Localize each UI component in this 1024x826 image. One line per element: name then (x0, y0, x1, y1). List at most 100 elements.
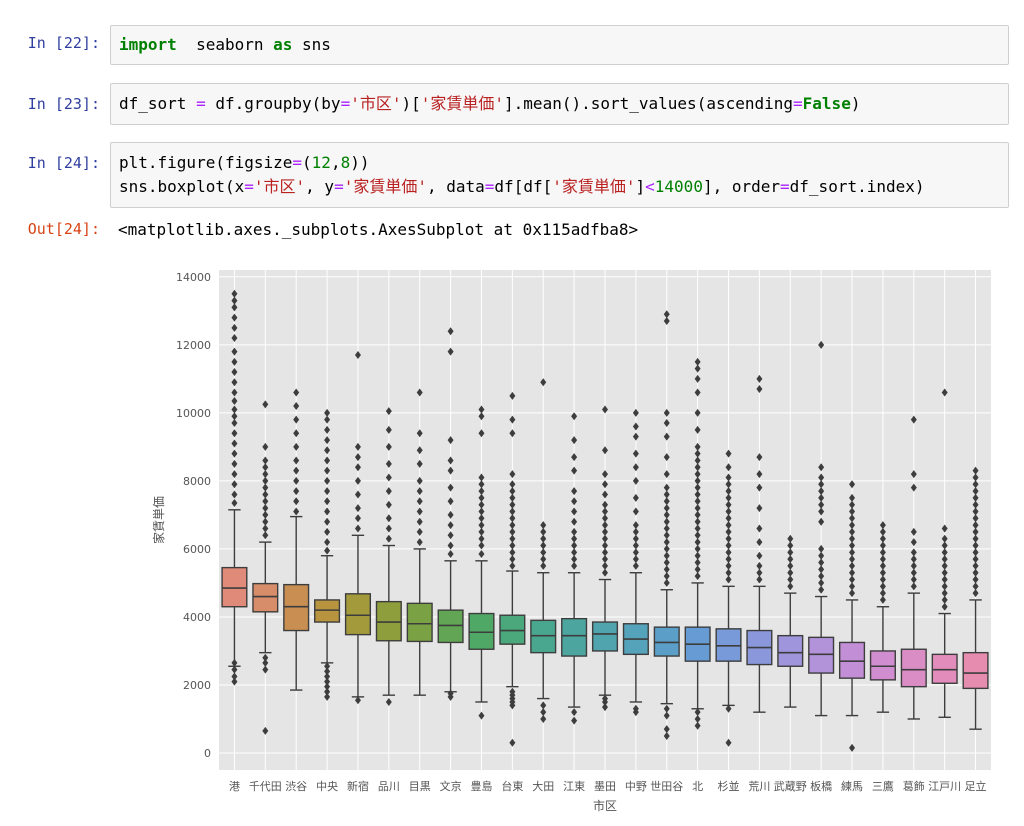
outlier-point (663, 490, 670, 499)
x-tick-label: 目黒 (409, 780, 431, 793)
outlier-point (849, 534, 856, 543)
outlier-point (324, 546, 331, 555)
outlier-point (602, 694, 608, 703)
outlier-point (972, 521, 979, 530)
x-tick-label: 足立 (965, 779, 987, 793)
outlier-point (385, 473, 392, 482)
outlier-point (416, 388, 423, 397)
outlier-point (941, 582, 948, 591)
box-江戸川 (931, 653, 958, 684)
box-新宿 (344, 593, 372, 636)
outlier-point (540, 701, 547, 710)
outlier-point (725, 473, 732, 482)
outlier-point (416, 487, 423, 496)
outlier-point (509, 561, 516, 570)
outlier-point (941, 575, 948, 584)
outlier-point (756, 561, 763, 570)
outlier-point (725, 575, 732, 584)
box-目黒 (406, 602, 433, 643)
outlier-point (694, 551, 701, 560)
y-tick-label: 2000 (183, 679, 211, 692)
outlier-point (972, 487, 979, 496)
outlier-point (725, 561, 732, 570)
code-token: 14000 (654, 177, 703, 196)
code-line: plt.figure(figsize=(12,8)) (119, 151, 1000, 175)
outlier-point (663, 725, 670, 734)
outlier-point (910, 575, 917, 584)
outlier-point (879, 561, 886, 570)
outlier-point (602, 548, 608, 557)
outlier-point (910, 561, 917, 570)
outlier-point (293, 466, 300, 475)
outlier-point (756, 470, 763, 479)
outlier-point (324, 408, 331, 417)
outlier-point (818, 507, 825, 516)
outlier-point (787, 582, 794, 591)
outlier-point (416, 507, 423, 516)
outlier-point (941, 602, 948, 611)
outlier-point (849, 514, 856, 523)
outlier-point (663, 419, 670, 428)
outlier-point (354, 476, 361, 485)
y-axis-label: 家賃単価 (151, 496, 166, 544)
outlier-point (293, 388, 300, 397)
outlier-point (540, 708, 547, 717)
outlier-point (694, 565, 701, 574)
outlier-point (725, 493, 732, 502)
outlier-point (972, 466, 979, 475)
outlier-point (262, 653, 269, 662)
x-tick-label: 葛飾 (903, 780, 925, 793)
code-token: '家賃単価' (343, 177, 427, 196)
outlier-point (632, 507, 639, 516)
outlier-point (262, 510, 269, 519)
code-token: df_sort (119, 94, 197, 113)
outlier-point (416, 476, 423, 485)
outlier-point (694, 388, 701, 397)
outlier-point (324, 682, 331, 691)
outlier-point (879, 521, 886, 530)
outlier-point (509, 487, 516, 496)
outlier-point (231, 323, 238, 332)
outlier-point (478, 521, 485, 530)
code-cell-22[interactable]: import seaborn as sns (110, 25, 1009, 65)
y-tick-label: 10000 (176, 407, 211, 420)
outlier-point (941, 534, 948, 543)
outlier-point (694, 558, 701, 567)
code-token: = (484, 177, 495, 196)
outlier-point (879, 568, 886, 577)
code-token: , (330, 153, 341, 172)
cell-prompt-23: In [23]: (27, 95, 100, 113)
outlier-point (509, 521, 516, 530)
code-cell-23[interactable]: df_sort = df.groupby(by='市区')['家賃単価'].me… (110, 83, 1009, 125)
outlier-point (231, 672, 238, 681)
outlier-point (231, 313, 238, 322)
outlier-point (324, 692, 331, 701)
outlier-point (324, 677, 331, 686)
outlier-point (509, 470, 516, 479)
outlier-point (478, 405, 485, 414)
outlier-point (447, 521, 454, 530)
outlier-point (354, 453, 361, 462)
outlier-point (262, 456, 269, 465)
outlier-point (849, 541, 856, 550)
outlier-point (571, 517, 578, 526)
outlier-point (231, 449, 238, 458)
outlier-point (694, 364, 701, 373)
outlier-point (324, 436, 331, 445)
outlier-point (231, 296, 238, 305)
outlier-point (509, 548, 516, 557)
outlier-point (694, 504, 701, 513)
outlier-point (509, 687, 516, 696)
outlier-point (663, 565, 670, 574)
box-品川 (375, 600, 402, 642)
code-cell-24[interactable]: plt.figure(figsize=(12,8)) sns.boxplot(x=… (110, 142, 1009, 208)
cell-prompt-22: In [22]: (27, 34, 100, 52)
box-武蔵野 (777, 634, 804, 667)
outlier-point (756, 453, 763, 462)
x-tick-label: 世田谷 (650, 780, 683, 793)
outlier-point (231, 470, 238, 479)
box-杉並 (715, 628, 742, 662)
outlier-point (262, 524, 269, 533)
outlier-point (478, 550, 485, 559)
outlier-point (756, 524, 763, 533)
